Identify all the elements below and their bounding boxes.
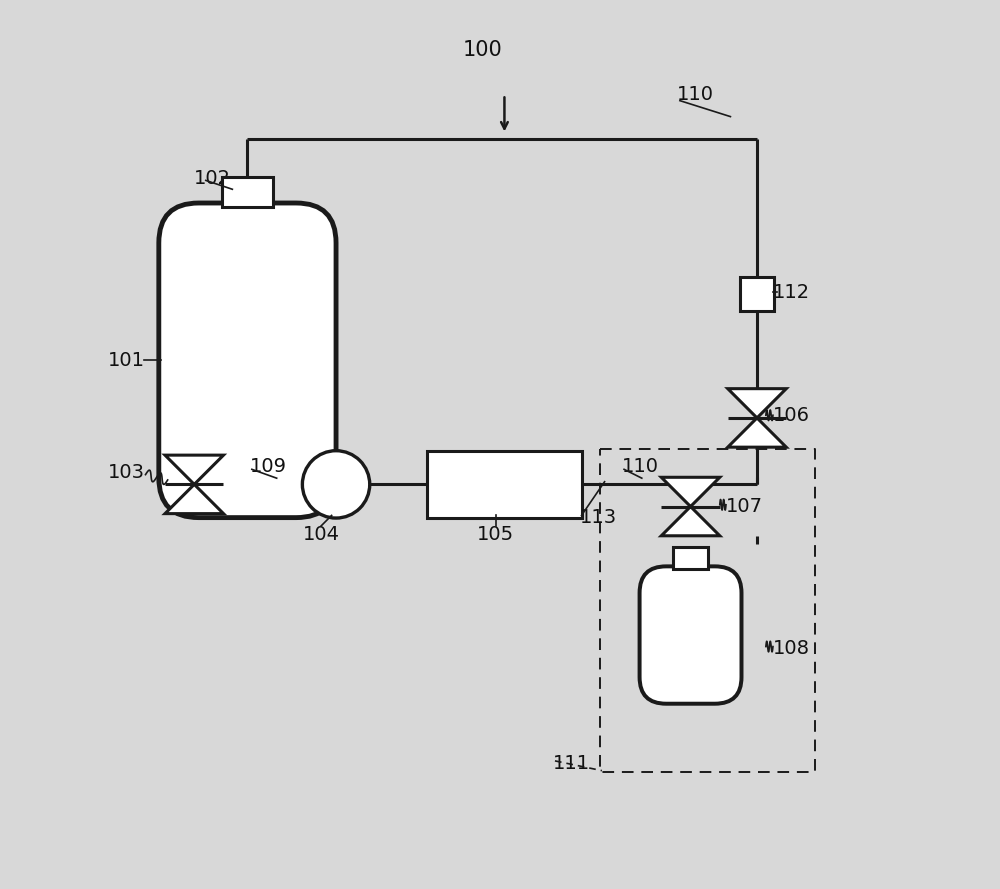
- Text: 100: 100: [462, 40, 502, 60]
- FancyBboxPatch shape: [159, 203, 336, 517]
- Text: 104: 104: [302, 525, 339, 544]
- Text: 113: 113: [580, 508, 617, 526]
- Text: 102: 102: [194, 169, 231, 188]
- Text: 103: 103: [108, 463, 145, 483]
- Polygon shape: [661, 507, 720, 536]
- Polygon shape: [728, 388, 786, 418]
- Text: 106: 106: [773, 405, 810, 425]
- Text: 108: 108: [773, 639, 810, 658]
- Polygon shape: [165, 485, 223, 514]
- Text: 112: 112: [773, 283, 810, 301]
- Polygon shape: [728, 418, 786, 447]
- Text: 111: 111: [553, 754, 590, 773]
- Text: 107: 107: [726, 497, 763, 516]
- Text: 110: 110: [622, 457, 659, 477]
- Polygon shape: [165, 455, 223, 485]
- Bar: [427, 451, 582, 517]
- Text: 105: 105: [477, 525, 514, 544]
- Bar: [740, 277, 774, 310]
- Bar: [222, 177, 273, 206]
- Text: 109: 109: [250, 457, 287, 477]
- Polygon shape: [661, 477, 720, 507]
- Circle shape: [302, 451, 370, 518]
- Bar: [673, 547, 708, 569]
- Text: 101: 101: [108, 351, 145, 370]
- Text: 110: 110: [677, 85, 714, 104]
- FancyBboxPatch shape: [640, 566, 741, 704]
